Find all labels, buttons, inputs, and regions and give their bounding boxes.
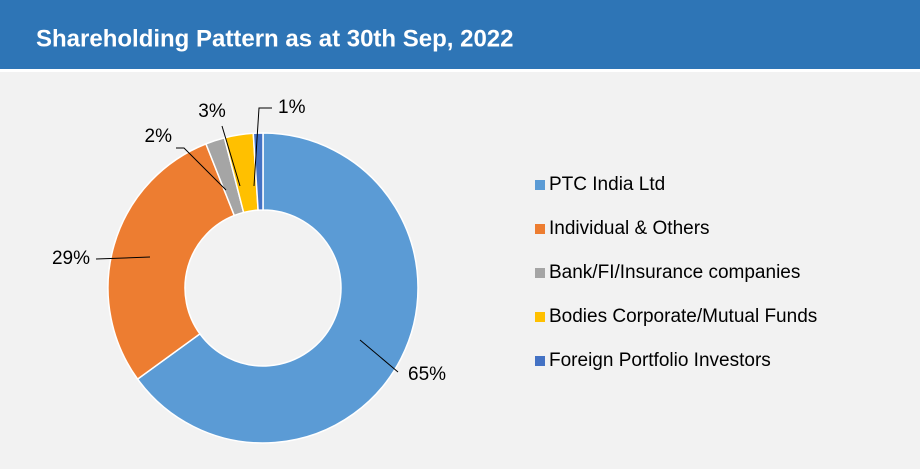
data-label: 65% [408,364,446,385]
leader-line [359,339,399,373]
legend-label: Individual & Others [549,218,710,239]
data-label: 29% [52,248,90,269]
donut-slice [136,132,419,444]
data-label: 1% [278,97,306,118]
legend-label: PTC India Ltd [549,174,665,195]
leader-line [176,147,227,191]
leader-line [221,125,241,187]
data-label: 3% [198,101,226,122]
legend-swatch [535,312,545,322]
header-divider [0,69,920,72]
legend-label: Bank/FI/Insurance companies [549,262,800,283]
data-label: 2% [145,126,173,147]
chart-title: Shareholding Pattern as at 30th Sep, 202… [36,25,514,52]
leader-line [95,256,151,260]
donut-slice [107,142,236,381]
legend-label: Foreign Portfolio Investors [549,350,771,371]
legend-label: Bodies Corporate/Mutual Funds [549,306,817,327]
leader-line [253,107,272,187]
header-bar [0,0,920,69]
legend-swatch [535,180,545,190]
legend-swatch [535,268,545,278]
legend-swatch [535,356,545,366]
legend-swatch [535,224,545,234]
